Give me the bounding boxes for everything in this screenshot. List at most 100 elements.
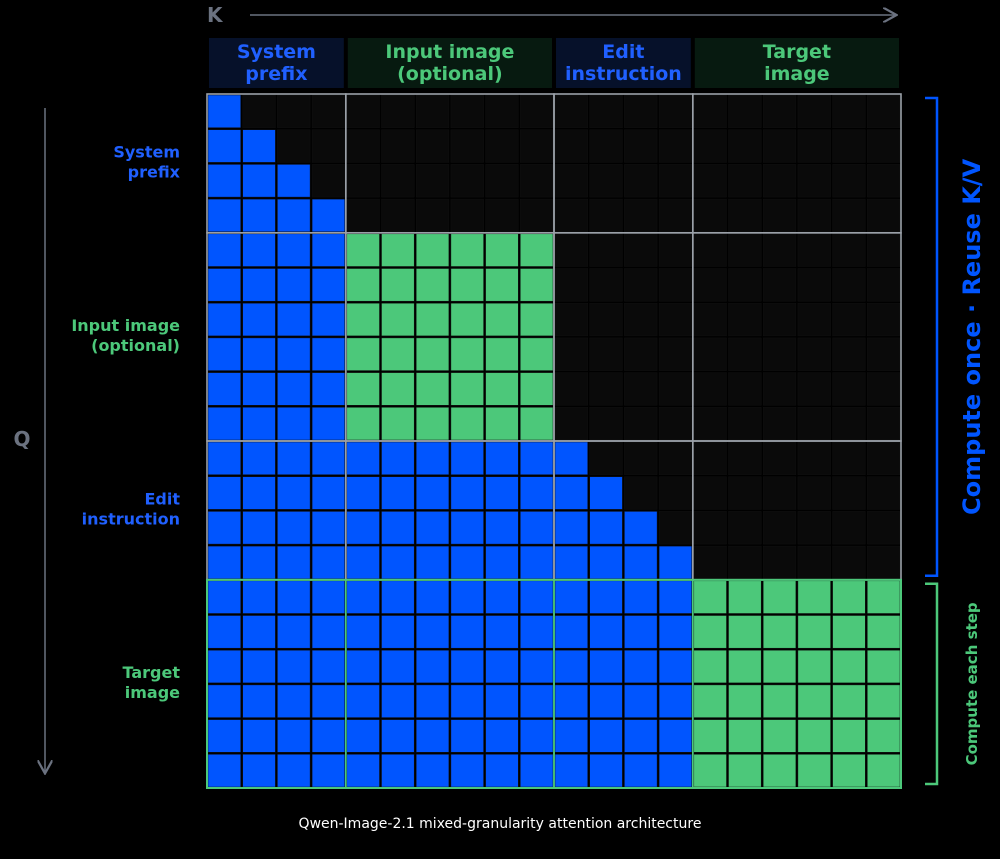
attend-cell-bidirectional: [797, 615, 831, 649]
attend-cell-bidirectional: [381, 268, 415, 302]
masked-cell: [589, 441, 623, 475]
masked-cell: [415, 129, 450, 163]
masked-cell: [624, 337, 658, 371]
attend-cell-context: [242, 580, 276, 614]
masked-cell: [450, 198, 484, 233]
masked-cell: [832, 407, 866, 441]
attend-cell-context: [589, 580, 623, 614]
attend-cell-causal: [450, 476, 484, 510]
attend-cell-bidirectional: [797, 719, 831, 753]
attend-cell-causal: [311, 233, 346, 267]
attend-cell-causal: [554, 476, 588, 510]
attend-cell-causal: [242, 476, 276, 510]
masked-cell: [693, 94, 727, 128]
attend-cell-bidirectional: [728, 615, 762, 649]
attend-cell-bidirectional: [346, 268, 380, 302]
attend-cell-bidirectional: [485, 407, 519, 441]
attend-cell-causal: [277, 268, 311, 302]
attend-cell-causal: [207, 233, 241, 267]
masked-cell: [693, 545, 727, 580]
masked-cell: [762, 545, 797, 580]
masked-cell: [624, 268, 658, 302]
masked-cell: [797, 545, 831, 580]
attend-cell-bidirectional: [381, 372, 415, 406]
attend-cell-causal: [311, 441, 346, 475]
masked-cell: [589, 233, 623, 267]
masked-cell: [832, 476, 866, 510]
attend-cell-causal: [554, 511, 588, 545]
attend-cell-bidirectional: [797, 580, 831, 614]
masked-cell: [728, 372, 762, 406]
masked-cell: [485, 94, 519, 128]
attend-cell-bidirectional: [762, 649, 797, 684]
masked-cell: [485, 198, 519, 233]
attend-cell-context: [450, 649, 484, 684]
attend-cell-context: [277, 684, 311, 718]
masked-cell: [762, 511, 797, 545]
attend-cell-causal: [207, 407, 241, 441]
attend-cell-bidirectional: [693, 580, 727, 614]
masked-cell: [762, 94, 797, 128]
masked-cell: [867, 441, 901, 475]
attend-cell-context: [415, 649, 450, 684]
attend-cell-causal: [277, 441, 311, 475]
attend-cell-context: [415, 684, 450, 718]
attend-cell-bidirectional: [762, 580, 797, 614]
attend-cell-causal: [277, 233, 311, 267]
masked-cell: [485, 129, 519, 163]
attend-cell-context: [207, 684, 241, 718]
attend-cell-causal: [311, 372, 346, 406]
attend-cell-causal: [346, 511, 380, 545]
masked-cell: [693, 302, 727, 337]
masked-cell: [450, 129, 484, 163]
masked-cell: [242, 94, 276, 128]
masked-cell: [728, 268, 762, 302]
attend-cell-bidirectional: [415, 268, 450, 302]
masked-cell: [624, 302, 658, 337]
masked-cell: [624, 441, 658, 475]
attend-cell-bidirectional: [450, 302, 484, 337]
attend-cell-bidirectional: [520, 337, 554, 371]
attend-cell-causal: [485, 476, 519, 510]
attend-cell-context: [381, 649, 415, 684]
row-label: (optional): [91, 336, 180, 355]
per-step-bracket: [925, 582, 939, 786]
attend-cell-bidirectional: [450, 337, 484, 371]
attend-cell-causal: [346, 476, 380, 510]
cache-bracket-label: Compute once · Reuse K/V: [958, 158, 986, 515]
masked-cell: [693, 441, 727, 475]
masked-cell: [658, 129, 693, 163]
attend-cell-context: [658, 649, 693, 684]
attend-cell-bidirectional: [520, 233, 554, 267]
masked-cell: [832, 372, 866, 406]
attend-cell-bidirectional: [485, 233, 519, 267]
attend-cell-context: [485, 684, 519, 718]
attend-cell-context: [311, 754, 346, 788]
attend-cell-causal: [242, 545, 276, 580]
masked-cell: [658, 441, 693, 475]
attend-cell-causal: [624, 511, 658, 545]
attend-cell-causal: [381, 511, 415, 545]
attend-cell-causal: [415, 441, 450, 475]
masked-cell: [832, 441, 866, 475]
attend-cell-causal: [589, 545, 623, 580]
attend-cell-context: [381, 684, 415, 718]
masked-cell: [554, 164, 588, 198]
masked-cell: [589, 129, 623, 163]
attend-cell-bidirectional: [346, 407, 380, 441]
attend-cell-context: [381, 615, 415, 649]
attend-cell-bidirectional: [450, 372, 484, 406]
axes: KQ: [13, 3, 895, 772]
masked-cell: [762, 129, 797, 163]
attend-cell-bidirectional: [693, 684, 727, 718]
attend-cell-context: [658, 754, 693, 788]
attend-cell-causal: [207, 476, 241, 510]
attend-cell-bidirectional: [797, 754, 831, 788]
masked-cell: [589, 268, 623, 302]
masked-cell: [728, 441, 762, 475]
attend-cell-context: [658, 719, 693, 753]
block-borders: [206, 93, 902, 789]
row-label: System: [113, 142, 180, 161]
